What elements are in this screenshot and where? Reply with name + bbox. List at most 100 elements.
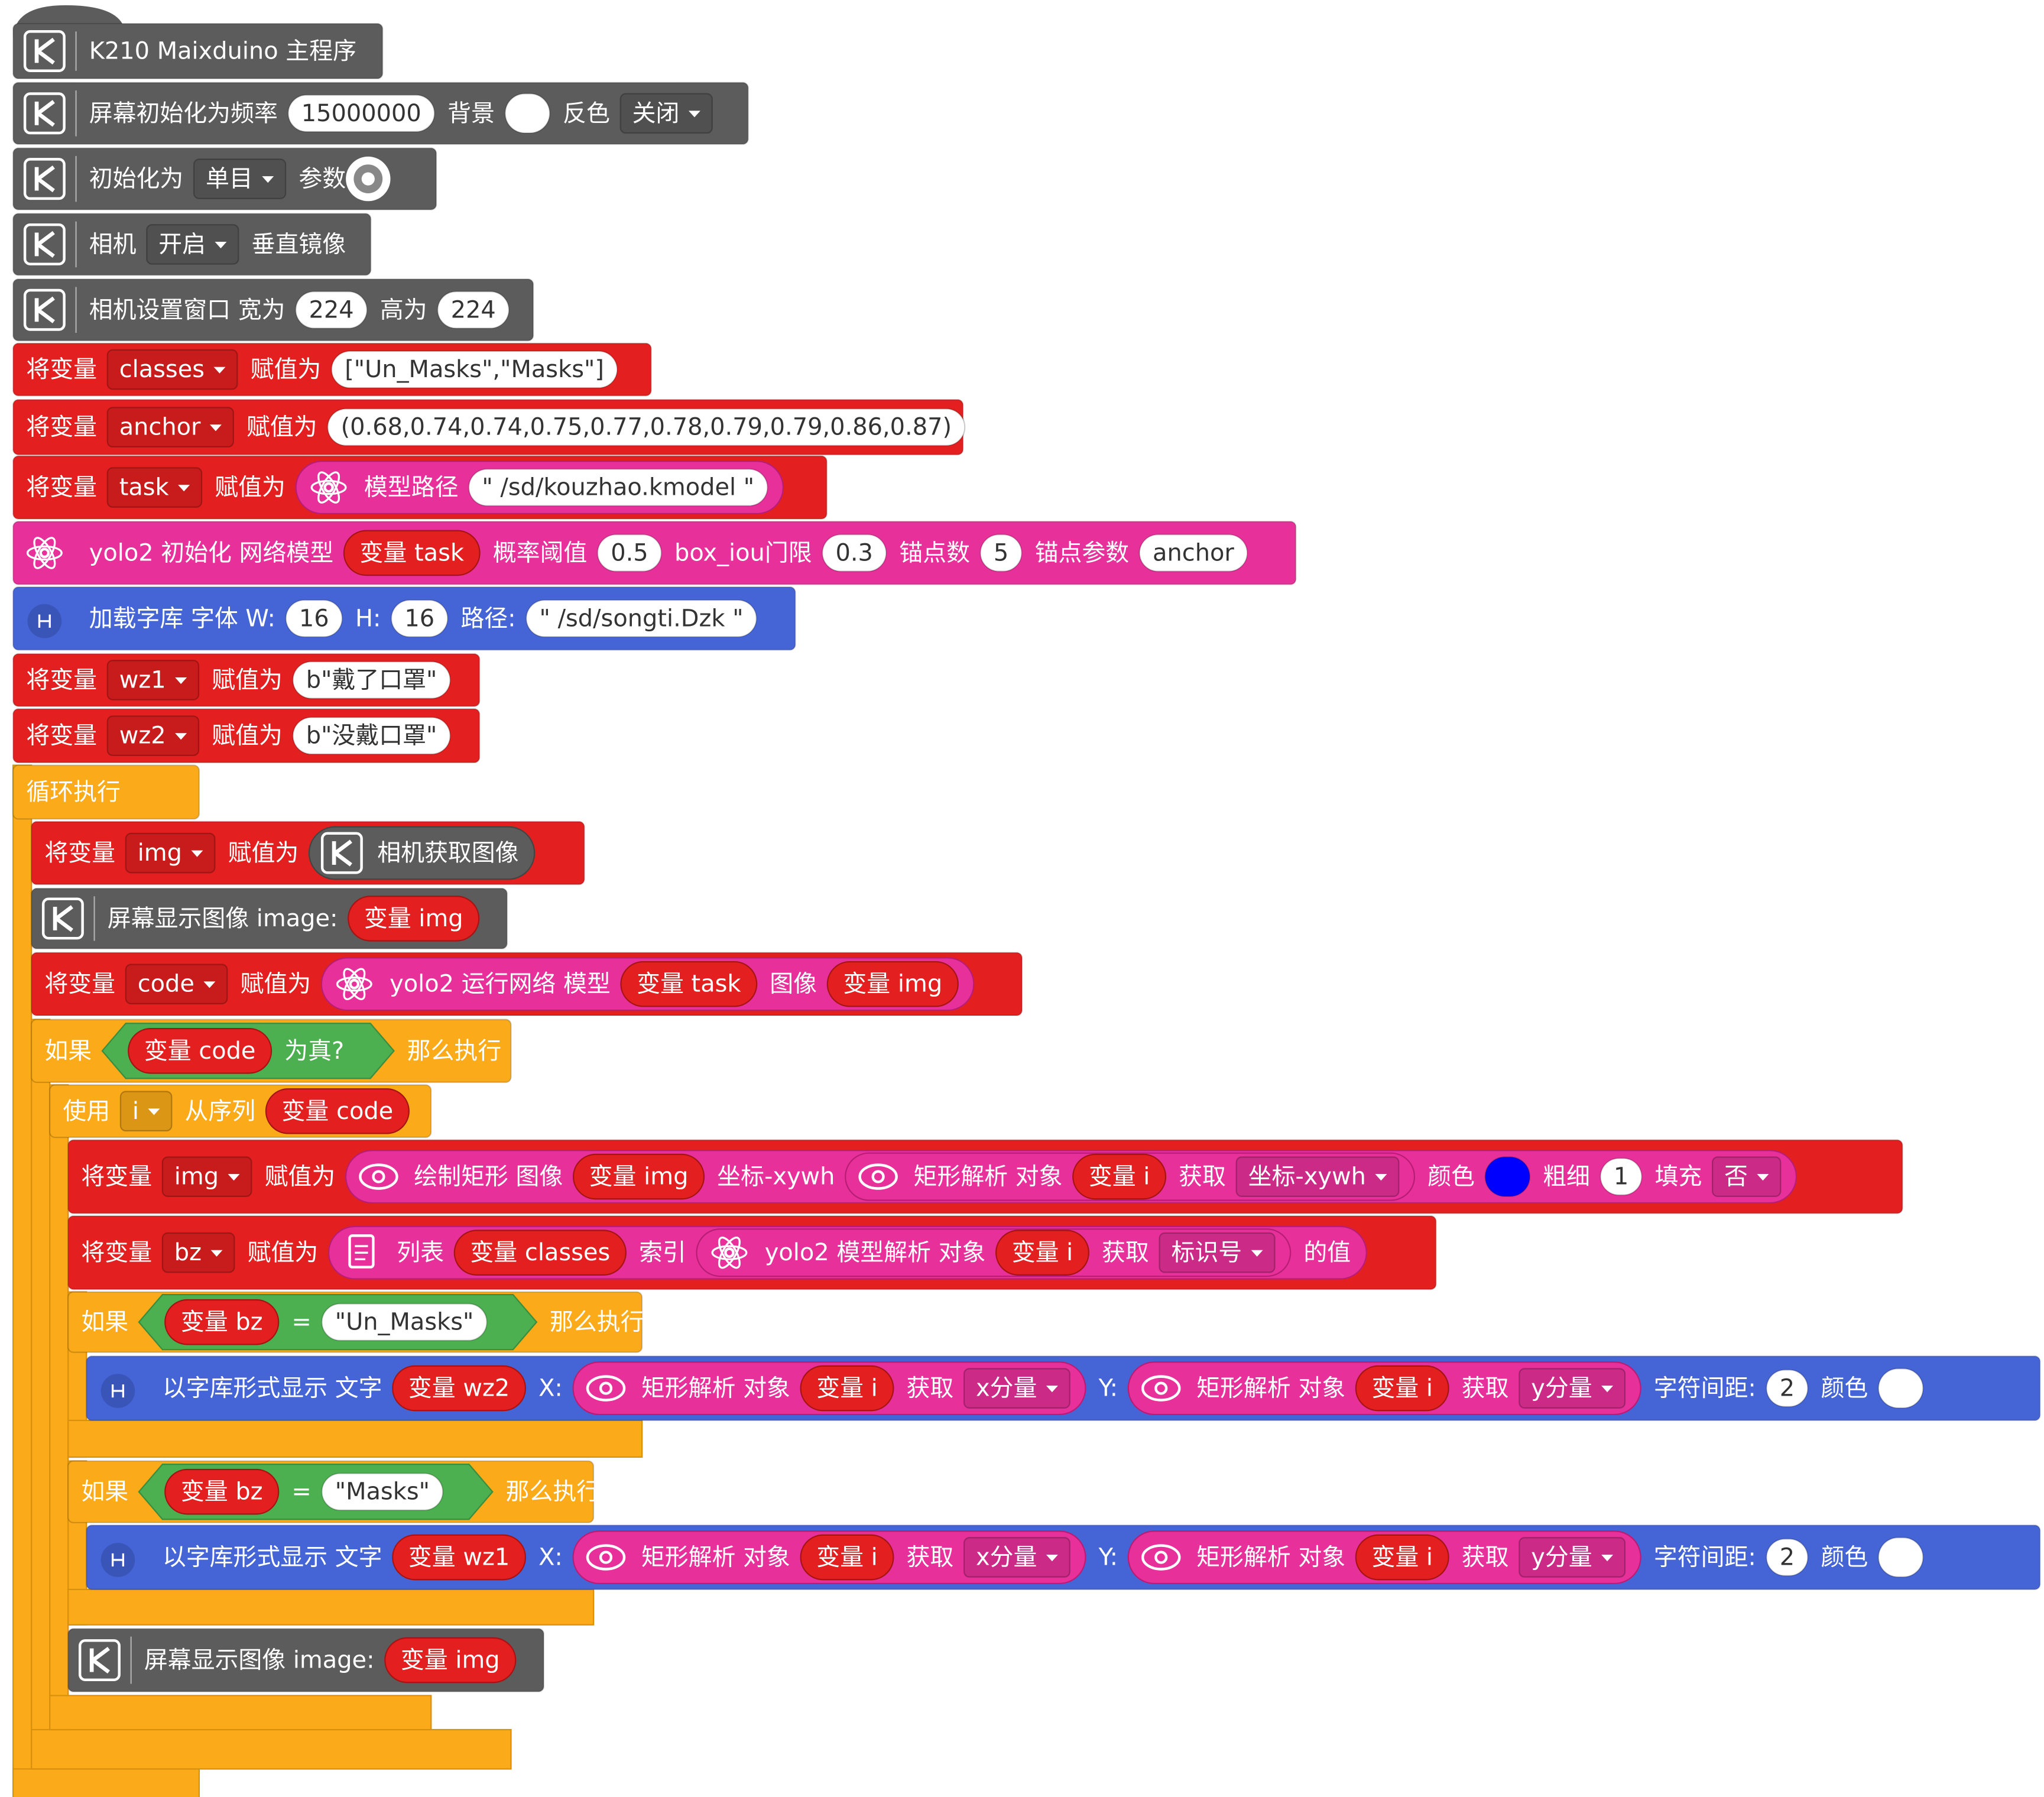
block-text: 变量 wz2 [408, 1375, 510, 1402]
icon [361, 172, 375, 186]
icon [34, 296, 55, 323]
block-text: 赋值为 [251, 356, 322, 383]
dropdown-arrow [210, 1250, 223, 1257]
block-text: 以字库形式显示 文字 [163, 1375, 382, 1402]
block: 屏幕显示图像 image: 变量 img [31, 887, 508, 950]
icon [34, 231, 55, 258]
icon [349, 978, 360, 990]
loop-arm [49, 1695, 432, 1731]
variable [128, 1028, 272, 1074]
dropdown [1235, 1156, 1400, 1197]
reporter [696, 1228, 1292, 1277]
icon [34, 165, 55, 193]
block-text: 标识号 [1171, 1239, 1242, 1266]
dropdown-arrow [191, 850, 203, 857]
dropdown [119, 1091, 173, 1132]
color-swatch [504, 93, 551, 134]
block-text: 屏幕初始化为频率 [89, 100, 278, 127]
block-text: 以字库形式显示 文字 [163, 1544, 382, 1571]
dropdown [193, 158, 287, 199]
block-text: Y: [1098, 1544, 1118, 1571]
block-text: 赋值为 [246, 414, 317, 441]
reporter [308, 826, 536, 880]
icon [317, 471, 340, 504]
dropdown [146, 224, 239, 265]
block-text: 相机设置窗口 宽为 [89, 296, 285, 323]
variable [348, 896, 480, 942]
block-text: 关闭 [632, 100, 680, 127]
field [295, 291, 368, 329]
block-text: 字符间距: [1654, 1544, 1756, 1571]
block: 将变量 wz2 赋值为 b"没戴口罩" [12, 708, 481, 764]
variable [826, 961, 959, 1007]
block-text: 获取 [907, 1544, 954, 1571]
block-text: 颜色 [1821, 1544, 1868, 1571]
block: 使用 i 从序列 变量 code [49, 1084, 432, 1138]
dropdown-arrow [209, 424, 222, 432]
block-text: 坐标-xywh [717, 1163, 835, 1191]
block-text: 0.3 [836, 539, 873, 566]
block-text: X: [538, 1544, 563, 1571]
block-text: bz [174, 1239, 202, 1266]
icon [372, 1170, 385, 1183]
icon [53, 905, 73, 932]
block-text: 变量 i [1012, 1239, 1073, 1266]
icon [336, 977, 372, 992]
icon [359, 1163, 398, 1190]
block-text: i [132, 1098, 139, 1125]
icon [1141, 1544, 1181, 1571]
block-text: yolo2 初始化 网络模型 [89, 539, 333, 566]
block-text: task [119, 474, 169, 501]
block-text: 224 [451, 296, 496, 323]
variable [800, 1365, 894, 1412]
field [468, 468, 768, 507]
block-text: K210 Maixduino 主程序 [89, 37, 356, 64]
variable [995, 1230, 1089, 1276]
block-body [12, 147, 437, 210]
field [391, 599, 449, 638]
block-text: "Masks" [335, 1478, 430, 1506]
block: 将变量 img 赋值为 绘制矩形 图像 变量 img 坐标-xywh 矩形解析 对象 变量 i… [67, 1139, 1903, 1214]
dropdown [963, 1368, 1070, 1409]
dropdown-arrow [175, 733, 187, 740]
block-text: 赋值为 [241, 971, 312, 998]
block-text: 如果 [81, 1309, 128, 1336]
dropdown-arrow [228, 1174, 240, 1181]
field [287, 94, 436, 132]
block-body [12, 213, 372, 276]
block-text: 变量 i [1089, 1163, 1150, 1191]
icon [599, 1381, 613, 1395]
block-text: 赋值为 [212, 722, 283, 750]
block-text: 绘制矩形 图像 [414, 1163, 563, 1191]
dropdown [1159, 1232, 1276, 1273]
loop-arm [67, 1419, 643, 1458]
block-text: 相机 [89, 231, 137, 258]
block: 加载字库 字体 W: 16 H: 16 路径: " /sd/songti.Dzk " [12, 586, 796, 651]
loop-arm [12, 1768, 200, 1797]
block: 以字库形式显示 文字 变量 wz2 X: 矩形解析 对象 变量 i 获取 x分量 Y: 矩形解析… [86, 1355, 2041, 1422]
block-text: 那么执行 [407, 1037, 502, 1065]
block-text: 颜色 [1821, 1375, 1868, 1402]
dropdown [161, 1156, 252, 1197]
block-body [12, 22, 384, 80]
block-text: 将变量 [26, 666, 97, 693]
block-text: img [138, 839, 182, 867]
variable [1355, 1365, 1449, 1412]
block-text: "Un_Masks" [335, 1309, 474, 1336]
block-text: 赋值为 [212, 666, 283, 693]
variable [392, 1534, 527, 1581]
block-text: 颜色 [1427, 1163, 1475, 1191]
block-text: wz1 [119, 666, 166, 693]
block-text: 变量 img [843, 971, 942, 998]
block-body [12, 278, 534, 342]
block-text: 将变量 [44, 839, 115, 867]
block-text: 获取 [1179, 1163, 1226, 1191]
color-swatch [1877, 1368, 1924, 1409]
block-text: 模型路径 [364, 474, 459, 501]
block-text: 2 [1780, 1375, 1795, 1402]
field [1766, 1538, 1809, 1577]
block-text: 将变量 [26, 356, 97, 383]
variable [392, 1365, 527, 1412]
